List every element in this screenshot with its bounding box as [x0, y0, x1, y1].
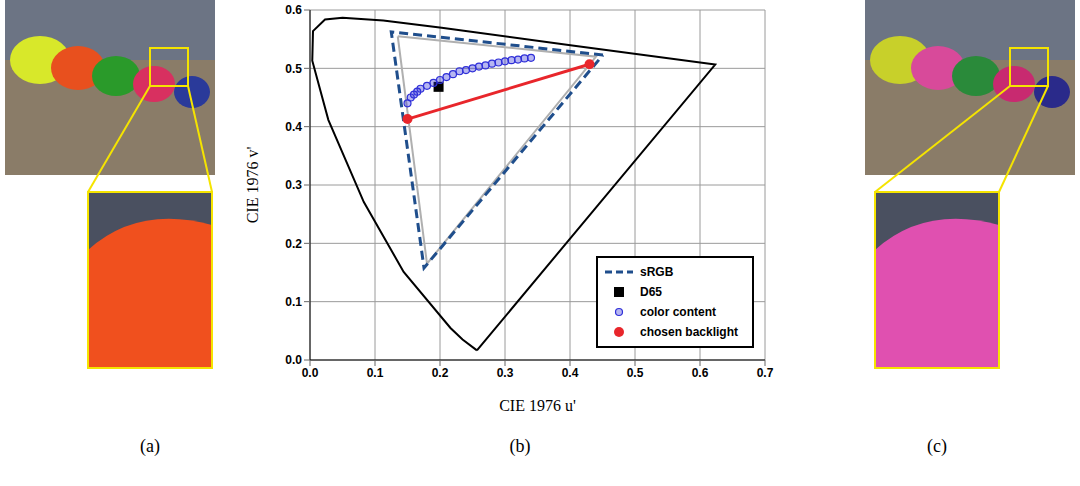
html-text:D65: D65 — [640, 285, 662, 300]
svg-text:0.2: 0.2 — [432, 366, 449, 380]
svg-text:0.7: 0.7 — [757, 366, 774, 380]
svg-text:0.3: 0.3 — [285, 178, 302, 192]
svg-text:(b): (b) — [510, 436, 531, 457]
svg-text:0.3: 0.3 — [497, 366, 514, 380]
svg-text:0.2: 0.2 — [285, 237, 302, 251]
html-text:color content: color content — [640, 305, 716, 320]
html-text:sRGB: sRGB — [640, 265, 674, 280]
svg-text:(c): (c) — [927, 436, 947, 457]
svg-text:(a): (a) — [140, 436, 160, 457]
svg-text:0.1: 0.1 — [367, 366, 384, 380]
svg-text:CIE 1976 u': CIE 1976 u' — [499, 397, 576, 414]
svg-text:0.6: 0.6 — [285, 3, 302, 17]
svg-text:0.5: 0.5 — [627, 366, 644, 380]
svg-text:0.1: 0.1 — [285, 295, 302, 309]
svg-text:0.4: 0.4 — [562, 366, 579, 380]
svg-text:CIE 1976 v': CIE 1976 v' — [245, 147, 261, 224]
svg-text:0.5: 0.5 — [285, 62, 302, 76]
svg-text:0.4: 0.4 — [285, 120, 302, 134]
svg-text:0.0: 0.0 — [302, 366, 319, 380]
svg-text:0.0: 0.0 — [285, 353, 302, 367]
html-text:chosen backlight: chosen backlight — [640, 325, 738, 340]
svg-text:0.6: 0.6 — [692, 366, 709, 380]
